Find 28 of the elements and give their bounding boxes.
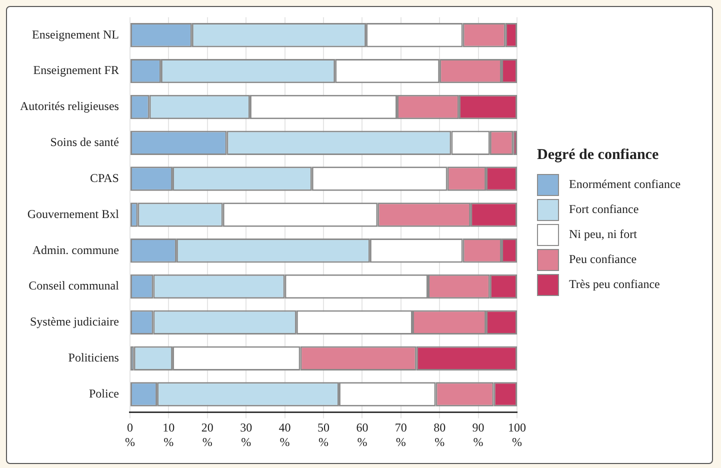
x-tick-label: 50 % [317,420,330,449]
legend-label: Très peu confiance [569,277,660,292]
x-tick-label: 40 % [278,420,291,449]
x-tick-label: 20 % [201,420,214,449]
x-tick-label: 80 % [434,420,446,449]
legend-label: Enormément confiance [569,177,681,192]
y-tick-label: Autorités religieuses [20,99,120,114]
x-tick-label: 100 % [508,420,526,449]
y-tick-label: Conseil communal [28,278,120,293]
y-tick-label: Police [88,386,119,400]
y-tick-label: CPAS [90,170,119,185]
y-tick-label: Gouvernement Bxl [27,206,120,221]
x-tick-label: 0 % [124,420,135,449]
y-tick-label: Politiciens [68,350,120,364]
x-tick-label: 60 % [356,420,368,449]
x-tick-label: 70 % [394,420,407,449]
x-tick-label: 10 % [162,420,175,449]
text: Ni peu, ni fort [569,227,637,242]
x-tick-label: 90 % [472,420,484,449]
legend-label: Fort confiance [569,202,639,217]
y-tick-label: Soins de santé [50,135,119,150]
y-tick-label: Admin. commune [32,242,119,257]
y-tick-label: Enseignement FR [33,63,119,78]
legend-label: Peu confiance [569,252,637,267]
legend-title: Degré de confiance [537,147,660,164]
y-tick-label: Système judiciaire [30,314,119,329]
y-tick-label: Enseignement NL [32,27,119,42]
x-tick-label: 30 % [240,420,252,449]
